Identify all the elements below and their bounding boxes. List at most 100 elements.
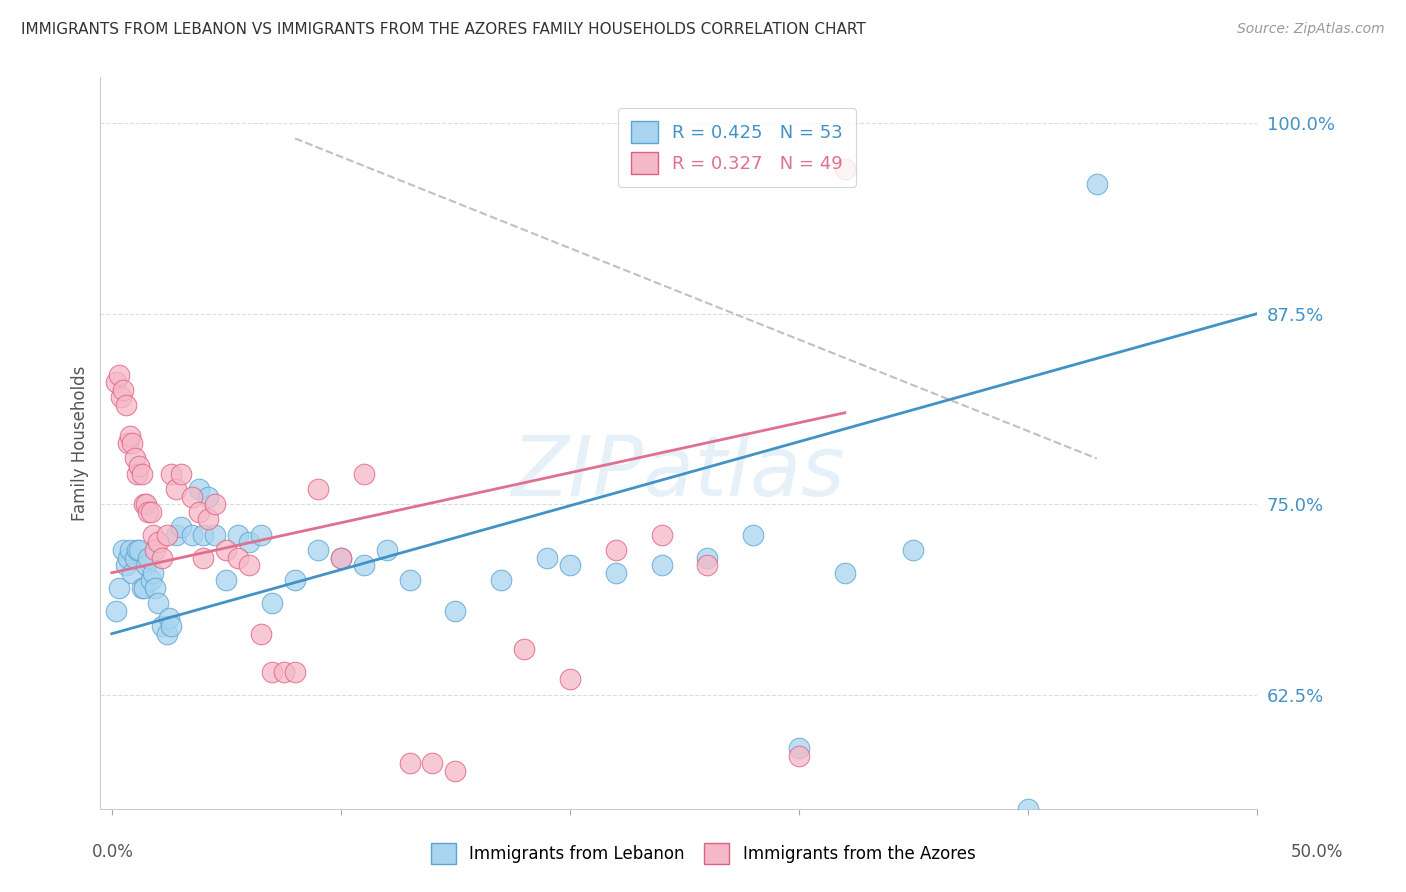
Point [513,642,536,657]
Text: Source: ZipAtlas.com: Source: ZipAtlas.com [1237,22,1385,37]
Point [128,542,150,557]
Point [903,542,925,557]
Text: IMMIGRANTS FROM LEBANON VS IMMIGRANTS FROM THE AZORES FAMILY HOUSEHOLDS CORRELAT: IMMIGRANTS FROM LEBANON VS IMMIGRANTS FR… [21,22,866,37]
Point [193,550,215,565]
Point [238,535,260,549]
Point [156,626,179,640]
Point [124,451,146,466]
Point [444,764,467,778]
Point [193,527,215,541]
Point [169,520,191,534]
Point [124,550,146,565]
Point [1017,802,1039,816]
Y-axis label: Family Households: Family Households [72,366,89,521]
Point [834,566,856,580]
Point [284,574,307,588]
Point [131,467,153,481]
Point [138,505,160,519]
Point [143,542,166,557]
Point [605,542,627,557]
Point [120,428,142,442]
Point [197,490,219,504]
Point [558,673,581,687]
Point [165,482,187,496]
Point [117,550,139,565]
Point [489,574,512,588]
Point [132,581,155,595]
Point [226,550,249,565]
Point [422,756,444,771]
Point [139,505,162,519]
Point [307,542,329,557]
Point [114,398,136,412]
Point [375,542,398,557]
Point [150,619,173,633]
Point [105,376,128,390]
Point [128,459,150,474]
Point [157,611,180,625]
Point [696,550,718,565]
Point [249,527,271,541]
Point [146,535,169,549]
Point [117,436,139,450]
Point [146,596,169,610]
Point [160,619,183,633]
Point [125,542,148,557]
Point [238,558,260,573]
Point [135,558,157,573]
Point [131,581,153,595]
Point [215,574,238,588]
Point [197,512,219,526]
Text: 50.0%: 50.0% [1291,843,1343,861]
Point [284,665,307,679]
Point [121,566,143,580]
Point [142,566,165,580]
Point [273,665,295,679]
Point [187,505,209,519]
Point [165,527,187,541]
Point [107,581,129,595]
Legend: R = 0.425   N = 53, R = 0.327   N = 49: R = 0.425 N = 53, R = 0.327 N = 49 [619,109,856,186]
Point [169,467,191,481]
Point [650,558,672,573]
Point [204,527,226,541]
Point [329,550,352,565]
Point [142,527,165,541]
Point [742,527,765,541]
Point [125,467,148,481]
Point [444,604,467,618]
Point [181,527,204,541]
Point [329,550,352,565]
Point [215,542,238,557]
Point [138,550,160,565]
Point [353,467,375,481]
Point [139,574,162,588]
Point [160,467,183,481]
Point [696,558,718,573]
Point [307,482,329,496]
Point [112,542,135,557]
Point [150,550,173,565]
Point [132,497,155,511]
Point [787,748,810,763]
Point [262,596,284,610]
Point [135,497,157,511]
Point [536,550,558,565]
Point [226,527,249,541]
Point [1085,177,1108,191]
Point [650,527,672,541]
Point [107,368,129,382]
Point [398,756,420,771]
Point [156,527,179,541]
Point [112,383,135,397]
Point [110,391,132,405]
Point [120,542,142,557]
Point [105,604,128,618]
Point [204,497,226,511]
Point [181,490,204,504]
Point [143,581,166,595]
Point [605,566,627,580]
Text: ZIPatlas: ZIPatlas [512,432,845,513]
Point [787,741,810,756]
Text: 0.0%: 0.0% [91,843,134,861]
